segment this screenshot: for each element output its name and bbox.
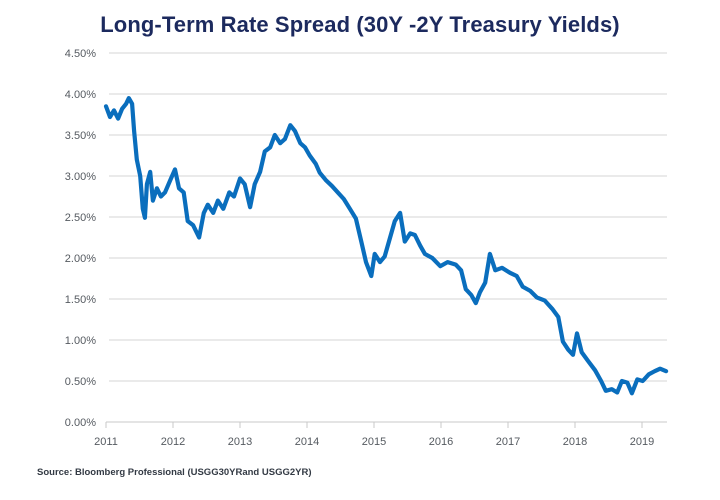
gridlines [109,52,667,382]
y-tick-label: 3.00% [65,171,96,183]
y-tick-label: 0.00% [65,417,96,429]
x-tick-label: 2014 [295,436,319,448]
series-line-spread [103,95,669,396]
x-tick-label: 2015 [362,436,386,448]
y-tick-label: 2.00% [65,253,96,265]
x-tick-label: 2012 [161,436,185,448]
x-tick-label: 2019 [630,436,654,448]
y-tick-label: 0.50% [65,376,96,388]
y-tick-label: 1.00% [65,335,96,347]
x-tick-label: 2013 [228,436,252,448]
y-tick-label: 4.00% [65,89,96,101]
y-tick-label: 4.50% [65,48,96,60]
x-tick-label: 2016 [429,436,453,448]
x-tick-label: 2017 [496,436,520,448]
x-tick-label: 2018 [563,436,587,448]
y-tick-label: 1.50% [65,294,96,306]
chart-title: Long-Term Rate Spread (30Y -2Y Treasury … [100,12,620,37]
y-axis: 0.00% 0.50% 1.00% 1.50% 2.00% 2.50% 3.00% 3.50%… [65,48,96,429]
x-axis: 2011 2012 2013 2014 2015 2016 2017 2018 2019 [94,421,667,448]
x-tick-label: 2011 [94,436,118,448]
y-tick-label: 2.50% [65,212,96,224]
source-note: Source: Bloomberg Professional (USGG30YR… [37,467,312,478]
y-tick-label: 3.50% [65,130,96,142]
series-layer [103,95,669,396]
